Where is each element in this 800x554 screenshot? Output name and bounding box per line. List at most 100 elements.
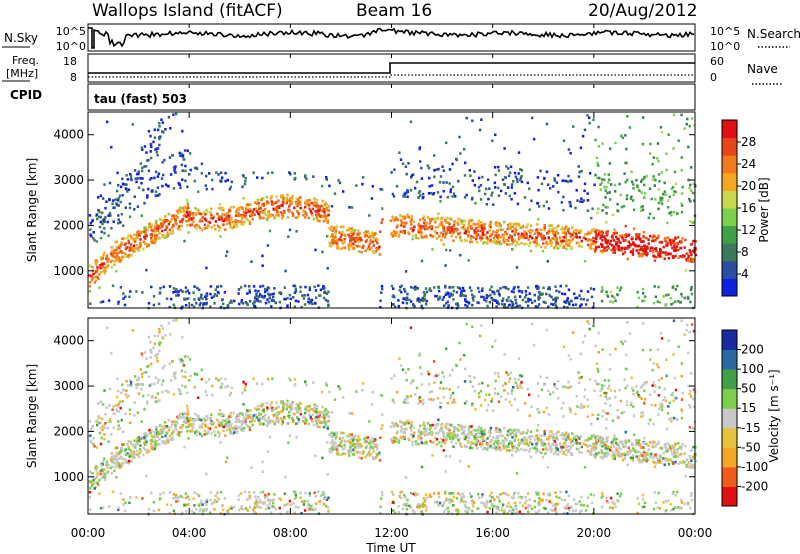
- echo-cell: [612, 245, 616, 249]
- echo-cell: [315, 407, 318, 411]
- echo-cell: [244, 206, 248, 210]
- echo-cell: [590, 501, 594, 505]
- echo-cell: [152, 295, 156, 298]
- echo-cell: [154, 170, 158, 174]
- echo-cell: [659, 251, 662, 255]
- echo-cell: [600, 235, 603, 238]
- echo-cell: [128, 455, 131, 458]
- echo-cell: [656, 348, 660, 351]
- echo-cell: [401, 301, 405, 305]
- echo-cell: [326, 299, 330, 303]
- echo-cell: [688, 197, 691, 201]
- echo-cell: [620, 249, 623, 252]
- echo-cell: [262, 216, 265, 220]
- echo-cell: [674, 396, 678, 400]
- station-title: Wallops Island (fitACF): [92, 1, 283, 21]
- echo-cell: [687, 297, 690, 300]
- echo-cell: [391, 398, 395, 402]
- echo-cell: [672, 239, 676, 243]
- echo-cell: [397, 233, 401, 237]
- echo-cell: [641, 178, 644, 181]
- echo-cell: [453, 227, 456, 231]
- echo-cell: [649, 246, 653, 250]
- echo-cell: [205, 297, 208, 301]
- echo-cell: [137, 455, 141, 459]
- echo-cell: [217, 216, 220, 220]
- echo-cell: [175, 318, 178, 322]
- echo-cell: [93, 445, 96, 448]
- echo-cell: [599, 188, 602, 191]
- echo-cell: [341, 436, 345, 440]
- echo-cell: [555, 181, 559, 184]
- echo-cell: [580, 239, 583, 243]
- echo-cell: [611, 506, 614, 510]
- echo-cell: [494, 186, 497, 189]
- echo-cell: [169, 127, 172, 130]
- echo-cell: [367, 235, 371, 239]
- echo-cell: [642, 292, 645, 295]
- echo-cell: [110, 145, 113, 149]
- echo-cell: [489, 444, 492, 448]
- echo-cell: [498, 222, 502, 226]
- echo-cell: [584, 233, 587, 236]
- echo-cell: [442, 387, 445, 390]
- echo-cell: [552, 227, 555, 230]
- echo-cell: [252, 508, 255, 511]
- echo-cell: [615, 241, 618, 244]
- echo-cell: [636, 441, 639, 445]
- echo-cell: [543, 177, 546, 180]
- echo-cell: [439, 231, 443, 235]
- echo-cell: [293, 284, 297, 288]
- echo-cell: [295, 230, 298, 233]
- echo-cell: [107, 299, 111, 302]
- echo-cell: [262, 502, 266, 505]
- echo-cell: [626, 257, 629, 261]
- echo-cell: [340, 247, 343, 251]
- echo-cell: [536, 202, 539, 205]
- echo-cell: [146, 159, 149, 162]
- echo-cell: [137, 233, 141, 236]
- echo-cell: [311, 207, 315, 211]
- echo-cell: [646, 245, 649, 248]
- echo-cell: [587, 231, 590, 234]
- echo-cell: [184, 492, 188, 495]
- echo-cell: [569, 410, 572, 414]
- echo-cell: [144, 237, 147, 240]
- echo-cell: [429, 218, 432, 221]
- echo-cell: [562, 246, 565, 249]
- echo-cell: [660, 377, 663, 380]
- echo-cell: [687, 351, 690, 355]
- echo-cell: [670, 509, 673, 512]
- echo-cell: [242, 197, 245, 200]
- echo-cell: [672, 256, 675, 259]
- echo-cell: [426, 422, 430, 425]
- echo-cell: [356, 244, 359, 248]
- echo-cell: [262, 202, 265, 206]
- echo-cell: [648, 234, 652, 238]
- echo-cell: [442, 501, 446, 505]
- echo-cell: [514, 305, 517, 309]
- echo-cell: [502, 285, 505, 289]
- echo-cell: [499, 224, 502, 228]
- echo-cell: [442, 449, 445, 452]
- echo-cell: [370, 403, 374, 406]
- echo-cell: [451, 293, 454, 297]
- echo-cell: [374, 237, 377, 240]
- echo-cell: [663, 181, 666, 185]
- echo-cell: [365, 439, 368, 442]
- echo-cell: [573, 235, 576, 239]
- echo-cell: [425, 290, 429, 294]
- echo-cell: [614, 347, 617, 351]
- echo-cell: [517, 491, 520, 495]
- echo-cell: [471, 179, 474, 182]
- echo-cell: [178, 357, 181, 361]
- echo-cell: [262, 196, 265, 200]
- echo-cell: [418, 190, 422, 193]
- echo-cell: [631, 180, 634, 184]
- echo-cell: [520, 375, 524, 378]
- echo-cell: [554, 505, 558, 508]
- echo-cell: [296, 416, 299, 419]
- echo-cell: [649, 348, 652, 352]
- echo-cell: [498, 225, 501, 228]
- echo-cell: [267, 286, 271, 290]
